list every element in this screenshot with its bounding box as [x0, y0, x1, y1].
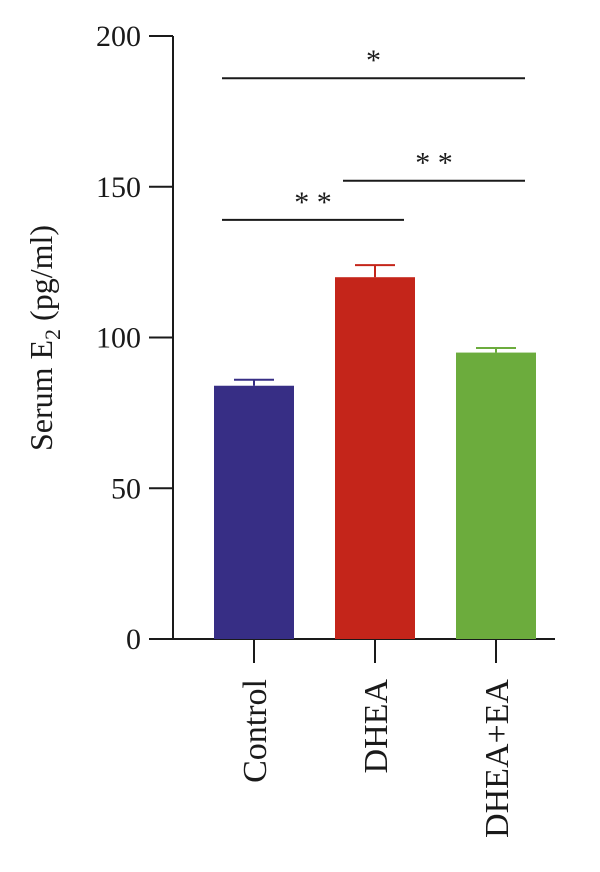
y-axis-label-prefix: Serum E	[23, 340, 59, 451]
x-tick-label: DHEA	[358, 679, 395, 774]
x-tick-label: DHEA+EA	[479, 679, 516, 838]
bar	[214, 385, 294, 639]
significance-label: * *	[294, 186, 332, 219]
significance-annotations: * * * * *	[222, 44, 525, 221]
y-axis-label-subscript: 2	[40, 329, 65, 340]
y-axis-label: Serum E2 (pg/ml)	[23, 225, 65, 451]
x-axis: Control DHEA DHEA+EA	[173, 638, 555, 838]
y-tick-label: 0	[126, 623, 141, 656]
significance-label: * *	[415, 147, 453, 180]
y-tick-label: 100	[96, 322, 141, 355]
y-tick-label: 50	[111, 472, 141, 505]
bar	[335, 277, 415, 639]
y-tick-label: 150	[96, 171, 141, 204]
y-tick-label: 200	[96, 20, 141, 53]
y-axis: 0 50 100 150 200	[96, 20, 174, 656]
y-axis-label-suffix: (pg/ml)	[23, 225, 59, 329]
bars	[214, 264, 536, 639]
x-tick-label: Control	[237, 679, 274, 783]
significance-label: *	[366, 44, 381, 77]
bar	[456, 352, 536, 639]
